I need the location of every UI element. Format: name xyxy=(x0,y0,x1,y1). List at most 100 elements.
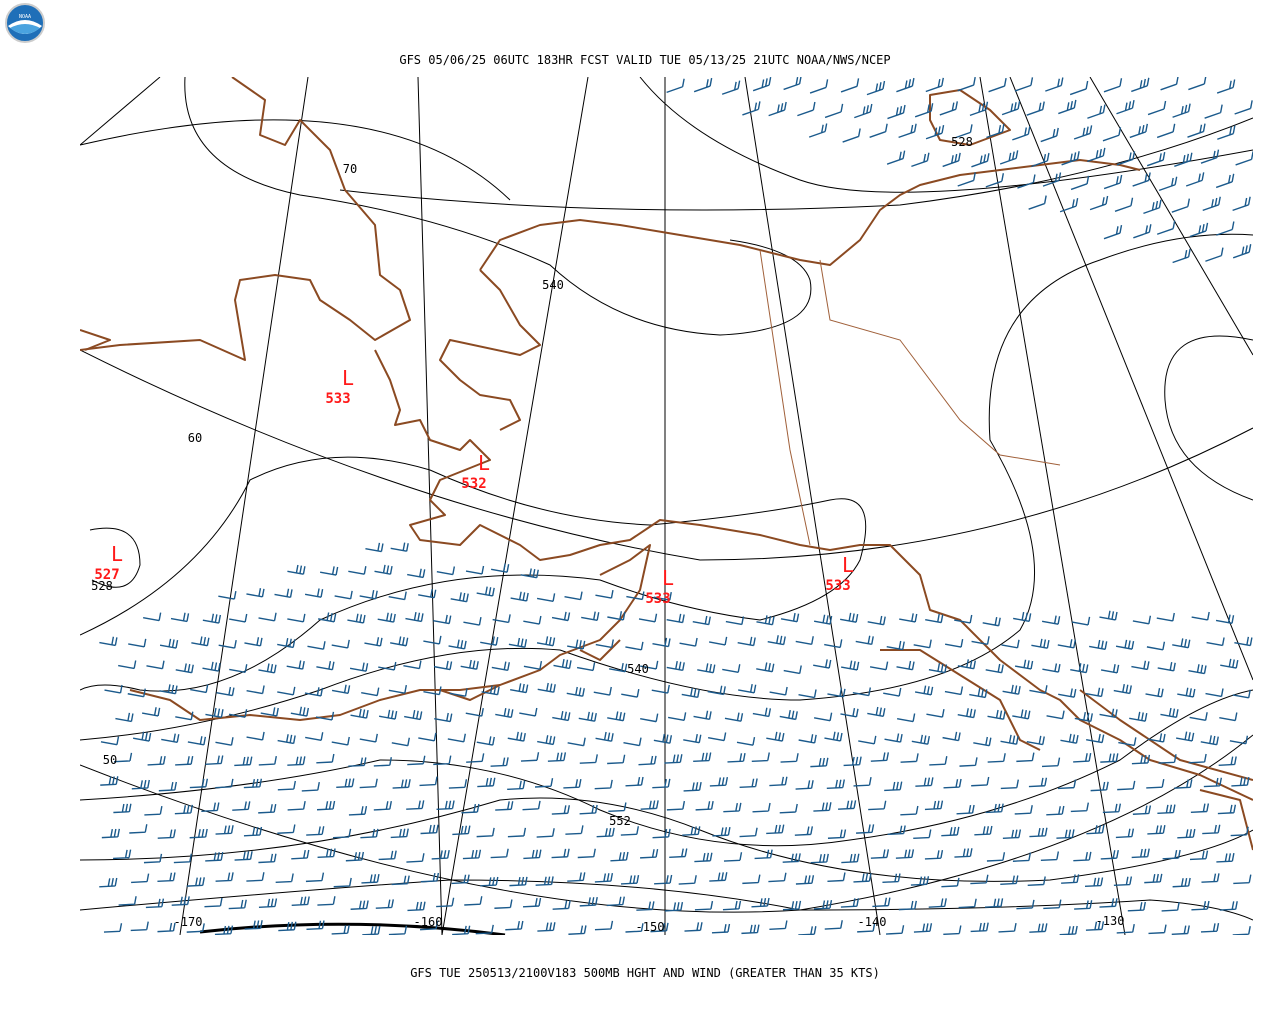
wind-barb xyxy=(1162,849,1181,860)
wind-barb xyxy=(1217,804,1237,815)
wind-barb xyxy=(1172,638,1191,649)
wind-barb xyxy=(1027,876,1046,887)
wind-barb xyxy=(798,689,817,699)
wind-barb xyxy=(128,638,147,648)
wind-barb xyxy=(103,923,123,933)
wind-barb xyxy=(1103,224,1123,240)
wind-barb xyxy=(694,852,713,863)
wind-barb xyxy=(127,688,146,698)
map-caption: GFS TUE 250513/2100V183 500MB HGHT AND W… xyxy=(410,966,880,980)
wind-barb xyxy=(1232,196,1251,212)
wind-barb xyxy=(388,591,407,601)
wind-barb xyxy=(707,732,727,742)
wind-barb xyxy=(882,873,901,884)
wind-barb xyxy=(756,662,775,673)
wind-barb xyxy=(809,79,829,94)
wind-barb xyxy=(307,641,326,650)
wind-barb xyxy=(1073,125,1093,140)
wind-barb xyxy=(434,712,453,723)
wind-barb xyxy=(723,852,743,862)
wind-barb xyxy=(191,636,210,647)
wind-barb xyxy=(1100,664,1120,674)
wind-barb xyxy=(840,708,859,718)
wind-barb xyxy=(924,800,944,811)
wind-barb xyxy=(1012,126,1031,141)
wind-barb xyxy=(896,660,915,671)
wind-barb xyxy=(1219,901,1238,911)
wind-barb xyxy=(1146,151,1166,167)
wind-barb xyxy=(553,658,572,670)
wind-barb xyxy=(769,686,788,696)
wind-barb xyxy=(157,872,176,883)
wind-barb xyxy=(1102,803,1122,814)
wind-barb xyxy=(956,804,975,815)
wind-barb xyxy=(640,800,659,810)
wind-barb xyxy=(666,78,685,94)
wind-barb xyxy=(1200,149,1220,164)
wind-barb xyxy=(535,876,554,886)
wind-barb xyxy=(1131,848,1150,859)
wind-barb xyxy=(1029,827,1048,838)
wind-barb xyxy=(682,826,701,836)
wind-barb xyxy=(246,588,265,598)
wind-barb xyxy=(476,586,495,597)
wind-barb xyxy=(1028,195,1047,210)
wind-barb xyxy=(913,923,933,933)
wind-barb xyxy=(652,778,671,789)
wind-barb xyxy=(767,635,786,646)
wind-barb xyxy=(317,896,336,906)
wind-barb xyxy=(944,686,964,696)
wind-barb xyxy=(623,737,642,747)
wind-barb xyxy=(1234,100,1253,115)
wind-barb xyxy=(1172,248,1191,264)
wind-barb xyxy=(640,848,659,859)
wind-barb xyxy=(742,874,761,885)
low-value: 533 xyxy=(825,578,850,594)
wind-barb xyxy=(838,800,857,810)
wind-barb xyxy=(331,736,350,746)
wind-barb xyxy=(316,753,335,764)
wind-barb xyxy=(215,872,234,882)
wind-barb xyxy=(653,591,672,601)
wind-barb xyxy=(973,736,992,747)
wind-barb xyxy=(305,732,324,741)
wind-barb xyxy=(607,711,626,722)
wind-barb xyxy=(452,925,471,935)
latitude-label: 50 xyxy=(103,753,117,767)
wind-barb xyxy=(316,660,335,671)
wind-barb xyxy=(509,876,528,887)
wind-barb xyxy=(779,709,798,721)
wind-barb xyxy=(246,872,265,882)
wind-barb xyxy=(317,848,336,859)
wind-barb xyxy=(1042,663,1061,673)
wind-barb xyxy=(205,851,224,862)
wind-barb xyxy=(606,896,625,907)
wind-barb xyxy=(463,616,482,626)
wind-barb xyxy=(317,800,336,811)
wind-barb xyxy=(159,638,179,649)
wind-barb xyxy=(406,800,425,810)
contour-label: 540 xyxy=(627,662,649,676)
wind-barb xyxy=(666,613,685,624)
wind-barb xyxy=(1000,779,1019,790)
wind-barb xyxy=(971,153,990,168)
wind-barb xyxy=(246,685,265,695)
wind-barb xyxy=(291,849,310,860)
wind-barb xyxy=(595,639,614,649)
wind-barb xyxy=(1127,901,1146,912)
wind-barb xyxy=(1017,174,1036,189)
wind-barb xyxy=(277,780,297,791)
wind-barb xyxy=(420,824,439,835)
wind-barb xyxy=(958,898,977,909)
wind-barb xyxy=(1235,151,1253,166)
wind-barb xyxy=(305,872,325,883)
wind-barb xyxy=(522,897,542,908)
map-title: GFS 05/06/25 06UTC 183HR FCST VALID TUE … xyxy=(399,53,890,67)
wind-barb xyxy=(161,733,180,743)
wind-barb xyxy=(1073,851,1092,862)
wind-barb xyxy=(1118,737,1137,747)
wind-barb xyxy=(1113,876,1133,887)
wind-barb xyxy=(567,737,586,747)
